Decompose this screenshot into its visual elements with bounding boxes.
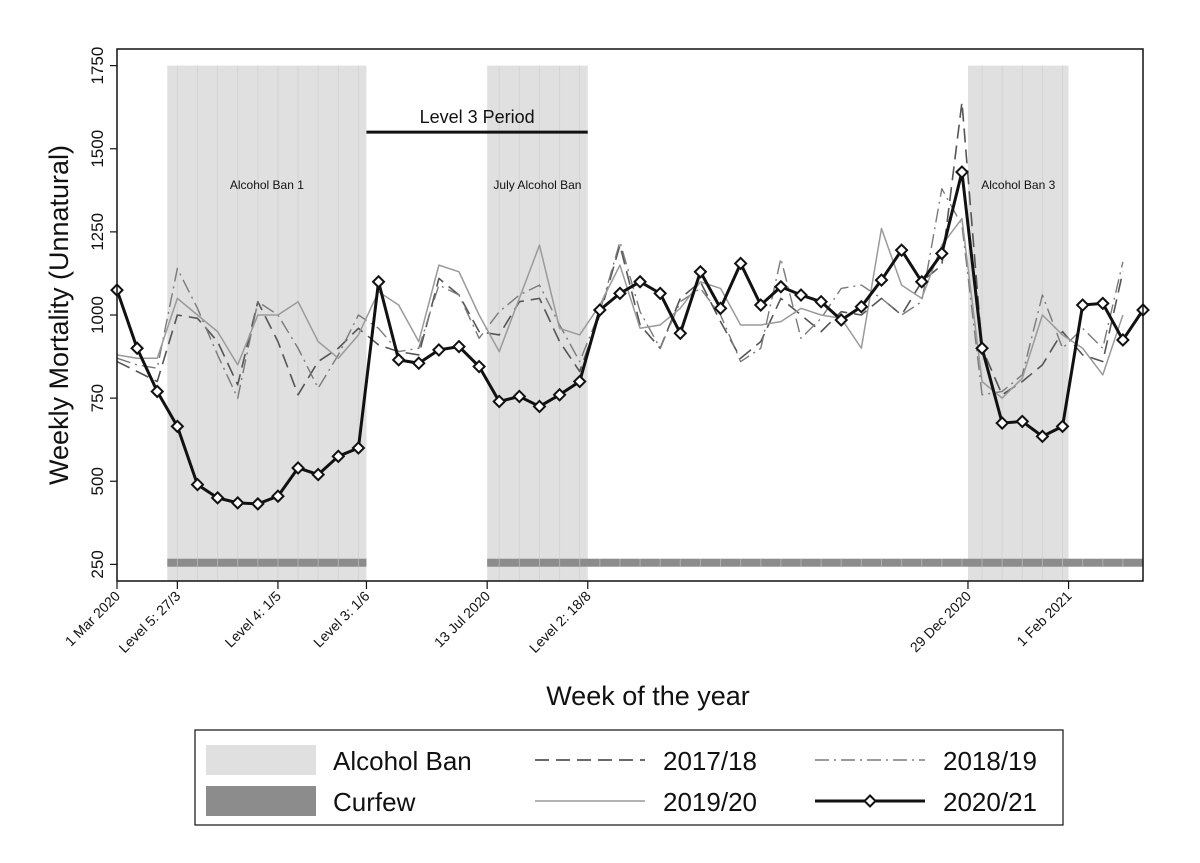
y-tick-label: 1000 — [88, 296, 107, 334]
data-point-marker — [713, 301, 728, 316]
series-line-2018-19 — [116, 187, 1124, 399]
legend-swatch-curfew — [206, 786, 316, 816]
alcohol-ban-label: Alcohol Ban 1 — [230, 178, 304, 192]
data-point-marker — [271, 489, 285, 504]
x-tick-label: 13 Jul 2020 — [431, 588, 494, 651]
data-point-marker — [1055, 419, 1070, 434]
data-point-marker — [552, 387, 567, 402]
alcohol-ban-bands: Alcohol Ban 1 July Alcohol Ban Alcohol Ban… — [167, 65, 1069, 581]
data-point-marker — [894, 243, 909, 258]
data-point-marker — [331, 449, 346, 464]
data-point-marker — [1015, 414, 1030, 429]
legend-box — [194, 729, 1064, 826]
data-point-marker — [391, 352, 406, 367]
data-point-marker — [1095, 296, 1110, 311]
data-point-marker — [230, 495, 245, 510]
data-point-marker — [733, 256, 748, 271]
legend-label-2017-18: 2017/18 — [663, 746, 757, 776]
data-point-marker — [653, 286, 668, 301]
data-point-marker — [955, 165, 969, 179]
x-tick-label: Level 5: 27/3 — [115, 588, 183, 656]
data-point-marker — [291, 461, 305, 475]
y-tick-label: 750 — [88, 384, 107, 412]
data-point-marker — [572, 374, 587, 389]
y-tick-label: 1750 — [88, 47, 107, 85]
data-point-marker — [210, 490, 225, 505]
level3-label: Level 3 Period — [420, 107, 535, 127]
x-tick-label: Level 4: 1/5 — [222, 588, 285, 651]
data-point-marker — [975, 341, 989, 356]
curfew-bar — [167, 558, 367, 567]
alcohol-ban-band — [487, 65, 588, 581]
x-tick-label: 29 Dec 2020 — [907, 588, 975, 656]
y-axis-title: Weekly Mortality (Unnatural) — [44, 145, 74, 485]
alcohol-ban-band — [167, 65, 367, 581]
alcohol-ban-label: July Alcohol Ban — [493, 178, 581, 192]
series-lines — [110, 101, 1150, 511]
data-point-marker — [532, 399, 547, 414]
alcohol-ban-label: Alcohol Ban 3 — [981, 178, 1055, 192]
legend-label-curfew: Curfew — [333, 787, 416, 817]
data-point-marker — [431, 342, 446, 357]
data-point-marker — [934, 246, 949, 261]
x-tick-label: 1 Feb 2021 — [1013, 588, 1075, 650]
y-tick-label: 250 — [88, 550, 107, 578]
data-point-marker — [773, 279, 788, 294]
data-point-marker — [794, 288, 808, 302]
series-line-2019-20 — [116, 217, 1124, 399]
y-tick-label: 1500 — [88, 130, 107, 168]
data-point-marker — [613, 286, 627, 301]
x-tick-label: 1 Mar 2020 — [62, 588, 124, 650]
legend-marker-2020-21 — [863, 794, 877, 808]
data-point-marker — [814, 294, 829, 309]
data-point-marker — [693, 264, 708, 279]
data-point-marker — [150, 384, 165, 399]
data-point-marker — [633, 274, 647, 289]
data-point-marker — [753, 298, 768, 312]
data-point-marker — [673, 326, 688, 341]
curfew-bars — [167, 558, 1144, 567]
data-point-marker — [874, 273, 889, 288]
legend-label-alcohol-ban: Alcohol Ban — [333, 746, 472, 776]
data-point-marker — [854, 299, 869, 314]
data-point-marker — [170, 419, 185, 434]
legend-label-2019-20: 2019/20 — [663, 787, 757, 817]
alcohol-ban-band — [967, 65, 1069, 581]
data-point-marker — [995, 416, 1010, 430]
x-tick-label: Level 2: 18/8 — [526, 588, 594, 656]
series-line-2020-21 — [115, 170, 1145, 506]
data-point-marker — [834, 313, 849, 327]
curfew-bar — [487, 558, 1144, 567]
data-point-marker — [914, 274, 929, 289]
data-point-marker — [592, 303, 607, 317]
x-axis-title: Week of the year — [546, 681, 750, 711]
series-line-2017-18 — [116, 101, 1124, 396]
data-point-marker — [130, 341, 145, 356]
data-point-marker — [1115, 333, 1130, 347]
data-point-marker — [411, 356, 426, 371]
legend: Alcohol Ban Curfew 2017/18 2019/20 2018/19 20… — [194, 729, 1064, 826]
data-point-marker — [452, 339, 466, 354]
legend-swatch-alcohol-ban — [206, 745, 316, 775]
legend-label-2020-21: 2020/21 — [943, 787, 1037, 817]
legend-label-2018-19: 2018/19 — [943, 746, 1037, 776]
y-tick-label: 500 — [88, 467, 107, 495]
data-point-marker — [371, 274, 386, 289]
data-point-marker — [512, 389, 527, 404]
y-tick-label: 1250 — [88, 213, 107, 251]
data-point-marker — [351, 441, 366, 455]
data-point-marker — [190, 477, 205, 492]
data-point-marker — [492, 394, 507, 409]
data-point-marker — [1035, 429, 1050, 444]
level3-period: Level 3 Period — [366, 107, 588, 134]
data-point-marker — [311, 467, 326, 482]
data-point-marker — [250, 496, 265, 511]
data-point-marker — [1075, 298, 1090, 312]
data-point-marker — [472, 359, 487, 374]
x-tick-label: Level 3: 1/6 — [310, 588, 373, 651]
